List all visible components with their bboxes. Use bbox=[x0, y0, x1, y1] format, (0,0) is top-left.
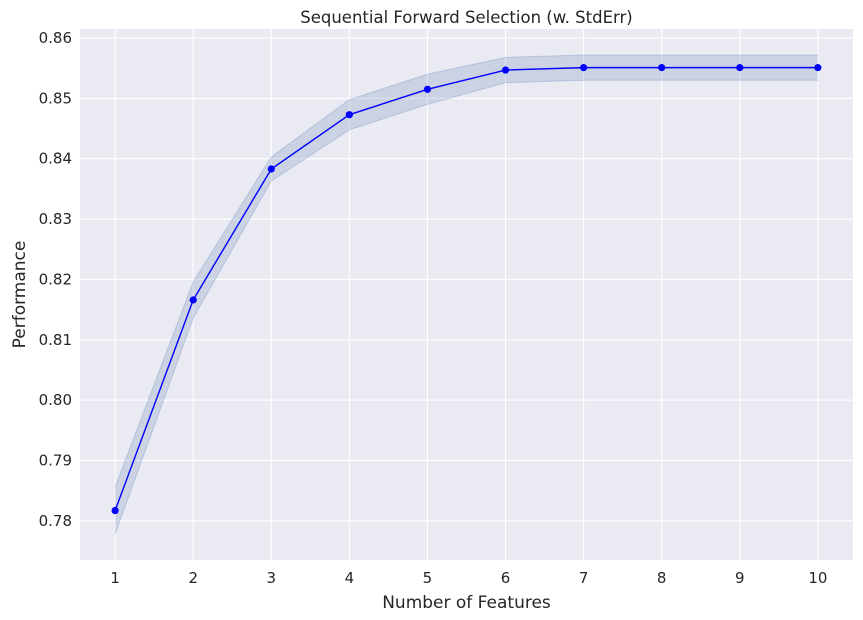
data-point bbox=[189, 296, 197, 304]
y-axis-label: Performance bbox=[10, 241, 30, 349]
chart-title: Sequential Forward Selection (w. StdErr) bbox=[300, 8, 633, 27]
x-tick-label: 5 bbox=[423, 569, 433, 587]
y-tick-label: 0.82 bbox=[39, 270, 72, 288]
x-tick-label: 7 bbox=[579, 569, 589, 587]
std-err-band-upper-edge bbox=[114, 54, 818, 488]
x-tick-label: 1 bbox=[110, 569, 120, 587]
data-point bbox=[814, 64, 822, 72]
data-point bbox=[111, 506, 119, 515]
y-tick-label: 0.79 bbox=[39, 451, 72, 469]
x-tick-label: 6 bbox=[501, 569, 511, 587]
plot-area bbox=[80, 29, 853, 560]
series-points bbox=[111, 64, 822, 515]
x-tick-labels: 1 2 3 4 5 6 7 8 9 10 bbox=[110, 569, 827, 587]
x-tick-label: 2 bbox=[188, 569, 198, 587]
y-tick-label: 0.85 bbox=[39, 89, 72, 107]
x-tick-label: 4 bbox=[345, 569, 355, 587]
y-tick-label: 0.86 bbox=[39, 29, 72, 47]
data-point bbox=[580, 64, 588, 72]
std-err-band-lower-edge bbox=[114, 79, 818, 535]
data-point bbox=[423, 85, 432, 93]
y-grid bbox=[80, 37, 853, 522]
y-tick-label: 0.84 bbox=[39, 150, 72, 168]
data-point bbox=[501, 66, 510, 74]
data-point bbox=[736, 64, 744, 72]
y-tick-labels: 0.78 0.79 0.80 0.81 0.82 0.83 0.84 0.85 0.86 bbox=[39, 29, 72, 530]
y-tick-label: 0.83 bbox=[39, 210, 72, 228]
x-grid bbox=[114, 29, 819, 560]
y-tick-label: 0.81 bbox=[39, 331, 72, 349]
series-line bbox=[114, 66, 818, 511]
x-tick-label: 9 bbox=[735, 569, 745, 587]
x-tick-label: 3 bbox=[267, 569, 277, 587]
y-tick-label: 0.80 bbox=[39, 391, 72, 409]
x-tick-label: 10 bbox=[808, 569, 827, 587]
data-point bbox=[267, 165, 275, 173]
data-point bbox=[345, 111, 353, 119]
data-point bbox=[658, 64, 666, 72]
y-tick-label: 0.78 bbox=[39, 512, 72, 530]
x-axis-label: Number of Features bbox=[382, 593, 551, 613]
x-tick-label: 8 bbox=[657, 569, 667, 587]
